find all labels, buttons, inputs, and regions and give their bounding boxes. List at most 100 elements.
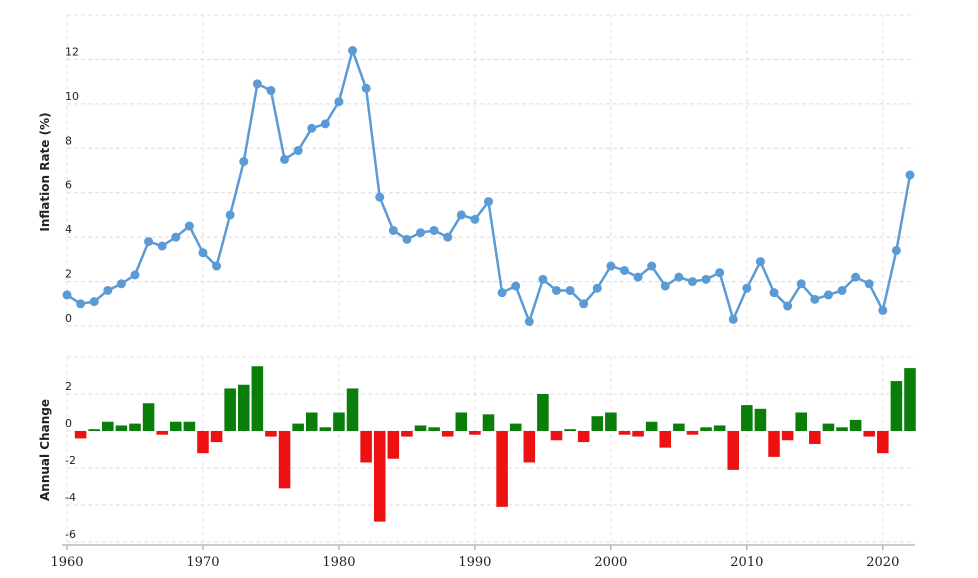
point bbox=[456, 210, 466, 220]
bar bbox=[836, 427, 848, 431]
point bbox=[266, 86, 276, 96]
bar bbox=[183, 421, 196, 431]
point bbox=[511, 281, 521, 291]
bar bbox=[292, 423, 304, 431]
y-tick-label: 0 bbox=[65, 417, 72, 430]
bar bbox=[360, 431, 372, 463]
line bbox=[66, 46, 912, 326]
point bbox=[851, 272, 861, 282]
point bbox=[606, 261, 616, 271]
point bbox=[619, 265, 629, 275]
y-tick-label: 2 bbox=[65, 268, 72, 281]
bar bbox=[333, 412, 345, 431]
y-tick-label: 8 bbox=[65, 134, 72, 147]
point bbox=[633, 272, 643, 282]
bar bbox=[373, 431, 386, 522]
x-tick-label: 1990 bbox=[458, 555, 491, 570]
bar bbox=[795, 412, 808, 431]
point bbox=[361, 83, 371, 93]
bar bbox=[414, 425, 427, 431]
bar bbox=[496, 431, 508, 507]
bar bbox=[428, 427, 440, 431]
bar bbox=[169, 421, 182, 431]
bar bbox=[564, 429, 576, 431]
bar bbox=[237, 384, 250, 431]
point bbox=[388, 225, 398, 235]
point bbox=[252, 79, 262, 89]
x-tick-label: 1970 bbox=[186, 555, 219, 570]
y-tick-label: 6 bbox=[65, 179, 72, 192]
bar bbox=[673, 423, 685, 431]
point bbox=[429, 225, 439, 235]
point bbox=[484, 197, 493, 207]
point bbox=[116, 279, 126, 289]
point bbox=[742, 283, 752, 293]
bar bbox=[319, 427, 332, 431]
point bbox=[905, 170, 915, 180]
point bbox=[198, 248, 208, 258]
y-tick-label: 12 bbox=[65, 45, 79, 58]
point bbox=[402, 234, 412, 244]
point bbox=[551, 285, 561, 295]
bar bbox=[849, 419, 862, 431]
bar bbox=[346, 388, 359, 431]
point bbox=[348, 46, 358, 56]
bar bbox=[210, 431, 223, 443]
point bbox=[212, 261, 222, 271]
bar bbox=[197, 431, 209, 454]
bar bbox=[115, 425, 128, 431]
point bbox=[76, 299, 86, 309]
y-axis-title: Annual Change bbox=[38, 399, 52, 501]
point bbox=[674, 272, 684, 282]
bar bbox=[74, 431, 87, 439]
bar bbox=[632, 431, 644, 437]
point bbox=[320, 119, 330, 129]
x-tick-label: 2020 bbox=[866, 555, 899, 570]
y-tick-label: -6 bbox=[65, 528, 76, 541]
bar bbox=[863, 431, 875, 437]
bar bbox=[387, 431, 400, 459]
point bbox=[755, 257, 765, 267]
point bbox=[144, 237, 154, 247]
point bbox=[89, 297, 99, 307]
x-tick-label: 1960 bbox=[50, 555, 83, 570]
bar bbox=[877, 431, 889, 454]
bar bbox=[741, 405, 753, 431]
bar bbox=[278, 431, 291, 489]
point bbox=[579, 299, 589, 309]
bar bbox=[768, 431, 780, 457]
bar bbox=[455, 412, 468, 431]
bar bbox=[822, 423, 835, 431]
point bbox=[728, 314, 738, 324]
bar bbox=[441, 431, 454, 437]
bar bbox=[713, 425, 726, 431]
y-tick-label: -4 bbox=[65, 491, 76, 504]
point bbox=[647, 261, 657, 271]
bar bbox=[537, 394, 549, 431]
point bbox=[810, 294, 820, 304]
bar bbox=[88, 429, 100, 431]
point bbox=[660, 281, 670, 291]
point bbox=[592, 283, 602, 293]
bar bbox=[700, 427, 712, 431]
point bbox=[891, 245, 901, 255]
bar bbox=[482, 414, 495, 431]
point bbox=[184, 221, 194, 231]
bar bbox=[890, 381, 903, 431]
point bbox=[878, 305, 888, 315]
y-tick-label: 0 bbox=[65, 312, 72, 325]
bar bbox=[659, 431, 672, 448]
bar bbox=[251, 366, 264, 431]
point bbox=[280, 154, 290, 164]
bar bbox=[224, 388, 236, 431]
bar bbox=[591, 416, 604, 431]
point bbox=[130, 270, 140, 280]
bar bbox=[686, 431, 699, 435]
point bbox=[62, 290, 72, 300]
point bbox=[416, 228, 426, 238]
point bbox=[783, 301, 793, 311]
x-tick-label: 1980 bbox=[322, 555, 355, 570]
bar bbox=[401, 431, 413, 437]
bar bbox=[645, 421, 658, 431]
bar bbox=[129, 423, 141, 431]
